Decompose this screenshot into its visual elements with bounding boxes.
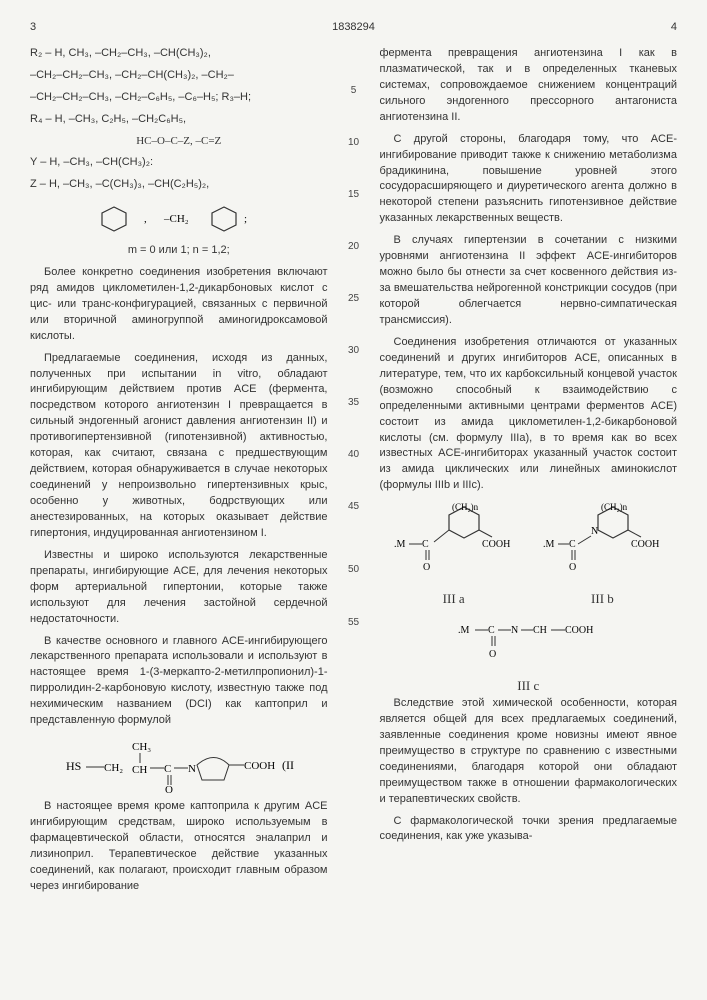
line-number: 25 [346, 292, 362, 307]
paragraph: С другой стороны, благодаря тому, что AC… [380, 132, 678, 228]
line-number: 55 [346, 616, 362, 631]
line-number: 40 [346, 448, 362, 463]
svg-text:N: N [188, 763, 196, 775]
svg-text:HS: HS [66, 759, 81, 773]
svg-text:N: N [511, 625, 518, 636]
paragraph: Вследствие этой химической особенности, … [380, 696, 678, 808]
formula-line: –CH₂–CH₂–CH₃, –CH₂–CH(CH₃)₂, –CH₂– [30, 68, 328, 84]
line-number: 45 [346, 500, 362, 515]
structure-label-c: III c [380, 677, 678, 696]
svg-text:(II): (II) [282, 758, 294, 772]
captopril-structure: HS CH₂ CH₃ CH C O N COOH (II) [64, 735, 294, 795]
svg-text:CH: CH [533, 625, 547, 636]
svg-text:C: C [488, 625, 495, 636]
label-iiic: III c [517, 677, 539, 696]
svg-text:(CH₂)n: (CH₂)n [452, 502, 479, 512]
paragraph: Более конкретно соединения изобретения в… [30, 265, 328, 345]
svg-text:N: N [591, 526, 598, 537]
svg-text:O: O [569, 562, 576, 573]
left-column: R₂ – H, CH₃, –CH₂–CH₃, –CH(CH₃)₂, –CH₂–C… [30, 46, 328, 901]
formula-line: R₂ – H, CH₃, –CH₂–CH₃, –CH(CH₃)₂, [30, 46, 328, 62]
structure-iiic: .M C O N CH COOH [453, 613, 603, 673]
structures-row: (CH₂)n .M C O COOH (CH₂)n N .M C [380, 502, 678, 582]
svg-text:–CH₂: –CH₂ [163, 213, 189, 225]
svg-text:O: O [423, 562, 430, 573]
svg-text:C: C [569, 539, 576, 550]
svg-text:CH₂: CH₂ [104, 762, 123, 774]
line-number: 10 [346, 136, 362, 151]
paragraph: фермента превращения ангиотензина I как … [380, 46, 678, 126]
svg-text:,: , [144, 213, 147, 225]
structure-iiia: (CH₂)n .M C O COOH [394, 502, 514, 582]
svg-text:COOH: COOH [565, 625, 593, 636]
formula-line: Z – H, –CH₃, –C(CH₃)₃, –CH(C₂H₅)₂, [30, 177, 328, 193]
label-iiia: III a [443, 590, 465, 609]
svg-text:C: C [164, 763, 171, 775]
paragraph: В случаях гипертензии в сочетании с низк… [380, 233, 678, 329]
formula-mn: m = 0 или 1; n = 1,2; [30, 243, 328, 259]
label-iiib: III b [591, 590, 614, 609]
paragraph: С фармакологической точки зрения предлаг… [380, 814, 678, 846]
svg-text:.M: .M [394, 539, 406, 550]
svg-text:(CH₂)n: (CH₂)n [601, 502, 628, 512]
paragraph: Предлагаемые соединения, исходя из данны… [30, 351, 328, 542]
svg-text:;: ; [244, 213, 247, 225]
line-number: 15 [346, 188, 362, 203]
paragraph: Соединения изобретения отличаются от ука… [380, 335, 678, 494]
cyclohexyl-structure: , –CH₂ ; [94, 199, 264, 239]
svg-text:.M: .M [543, 539, 555, 550]
columns: R₂ – H, CH₃, –CH₂–CH₃, –CH(CH₃)₂, –CH₂–C… [30, 46, 677, 901]
formula-line: –CH₂–CH₂–CH₃, –CH₂–C₆H₅, –C₆–H₅; R₃–H; [30, 90, 328, 106]
line-number: 5 [346, 84, 362, 99]
structure-labels: III a III b [380, 590, 678, 609]
doc-number: 1838294 [36, 20, 671, 36]
svg-text:O: O [489, 649, 496, 660]
svg-text:.M: .M [458, 625, 470, 636]
svg-text:CH₃: CH₃ [132, 741, 151, 753]
structure-iiib: (CH₂)n N .M C O COOH [543, 502, 663, 582]
line-number: 20 [346, 240, 362, 255]
paragraph: Известны и широко используются лекарстве… [30, 548, 328, 628]
svg-text:CH: CH [132, 764, 147, 776]
formula-line: R₄ – H, –CH₃, C₂H₅, –CH₂C₆H₅, [30, 112, 328, 128]
svg-text:COOH: COOH [244, 760, 275, 772]
formula-text: HC–O–C–Z, –C=Z [136, 135, 221, 147]
svg-text:COOH: COOH [631, 539, 659, 550]
svg-text:COOH: COOH [482, 539, 510, 550]
paragraph: В настоящее время кроме каптоприла к дру… [30, 799, 328, 895]
line-number: 35 [346, 396, 362, 411]
svg-text:O: O [165, 784, 173, 795]
formula-line: Y – H, –CH₃, –CH(CH₃)₂: [30, 155, 328, 171]
line-number: 30 [346, 344, 362, 359]
page-right: 4 [671, 20, 677, 36]
line-number: 50 [346, 563, 362, 578]
structure-fragment: HC–O–C–Z, –C=Z [30, 134, 328, 149]
right-column: фермента превращения ангиотензина I как … [380, 46, 678, 901]
page-header: 3 1838294 4 [30, 20, 677, 36]
svg-text:C: C [422, 539, 429, 550]
line-number-gutter: 5 10 15 20 25 30 35 40 45 50 55 [346, 46, 362, 901]
paragraph: В качестве основного и главного ACE-инги… [30, 634, 328, 730]
